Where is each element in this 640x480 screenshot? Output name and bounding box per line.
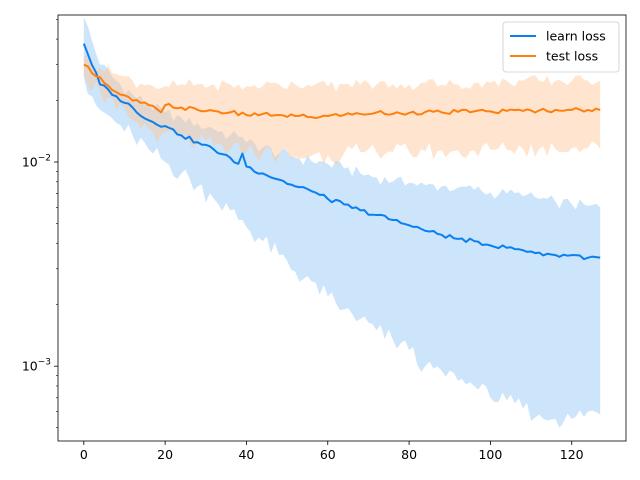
legend: learn loss test loss: [502, 21, 620, 73]
x-tick-label: 40: [238, 447, 254, 462]
x-tick-label: 100: [478, 447, 502, 462]
y-tick-exponent: −3: [38, 358, 51, 368]
x-tick-label: 120: [560, 447, 584, 462]
learn-loss-line: [82, 43, 601, 261]
test-loss-legend-label: test loss: [546, 49, 598, 64]
axes-frame: [57, 14, 627, 442]
confidence-bands: [83, 17, 601, 428]
x-tick-label: 60: [320, 447, 336, 462]
legend-box: [502, 21, 620, 73]
x-tick-label: 80: [401, 447, 417, 462]
learn-loss-band: [83, 17, 601, 428]
x-axis-ticks: 0 20 40 60 80 100 120: [80, 441, 584, 462]
x-tick-label: 20: [157, 447, 173, 462]
test-loss-line: [83, 63, 601, 120]
test-loss-band: [83, 55, 601, 165]
learn-loss-legend-label: learn loss: [546, 29, 606, 44]
y-tick-exponent: −2: [38, 154, 51, 164]
x-tick-label: 0: [80, 447, 88, 462]
series-lines: [82, 43, 601, 261]
